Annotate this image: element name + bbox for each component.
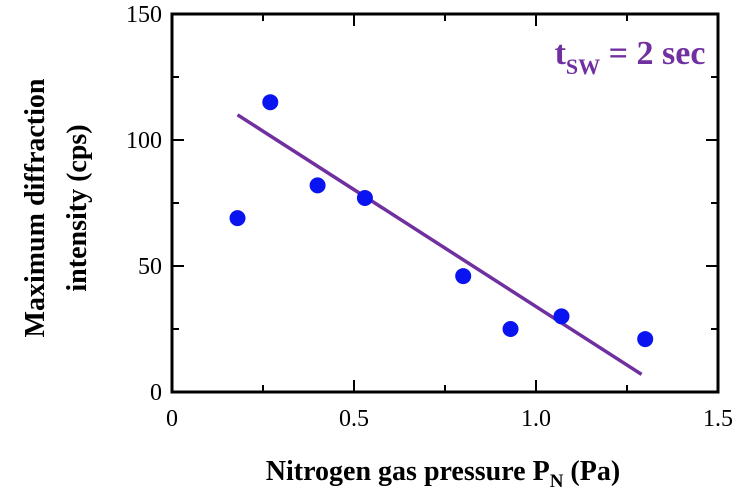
axis-ticks [171,13,719,393]
x-tick-label: 0.5 [339,406,369,432]
x-axis-label: Nitrogen gas pressure PN (Pa) [266,456,620,492]
data-point [229,210,246,227]
y-tick-label: 50 [138,254,162,280]
y-tick-label: 0 [150,380,162,406]
x-tick-label: 0 [166,406,178,432]
annotation-sub: SW [566,54,600,79]
data-point [553,308,570,325]
data-point [262,94,279,111]
data-point [455,268,472,285]
tick-labels: 0 0.5 1.0 1.5 0 50 100 150 [126,2,733,432]
x-axis-label-unit: (Pa) [563,456,620,487]
y-axis-label-line2: intensity (cps) [62,124,93,291]
plot-marks [229,94,654,376]
data-point [502,321,519,337]
x-tick-label: 1.0 [521,406,551,432]
data-point [637,331,654,348]
y-axis-label-line1: Maximum diffraction [20,78,51,337]
data-point [309,177,326,194]
fit-line [236,113,643,376]
annotation-rest: = 2 sec [600,35,705,72]
y-tick-label: 150 [126,2,162,28]
annotation-main: t [555,35,567,72]
x-axis-label-main: Nitrogen gas pressure P [266,456,550,487]
annotation-label: tSW = 2 sec [555,35,706,79]
x-tick-label: 1.5 [703,406,733,432]
x-axis-label-sub: N [550,471,564,492]
y-tick-label: 100 [126,128,162,154]
data-point [356,189,373,206]
